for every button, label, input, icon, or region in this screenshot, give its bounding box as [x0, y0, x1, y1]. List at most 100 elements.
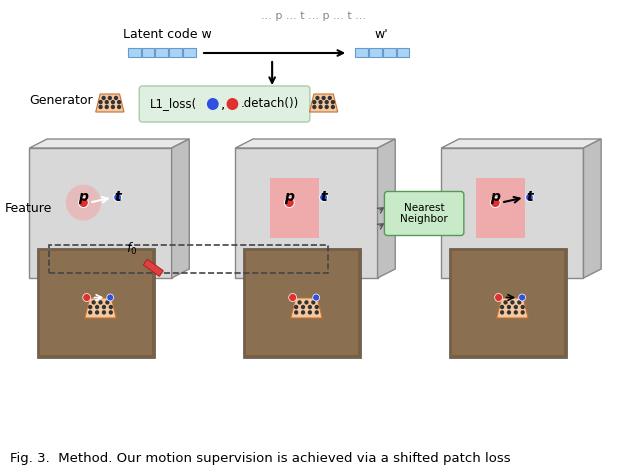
- Polygon shape: [236, 139, 396, 148]
- Circle shape: [99, 300, 102, 305]
- Circle shape: [507, 305, 511, 309]
- Text: w': w': [374, 28, 388, 42]
- Bar: [270, 177, 319, 237]
- FancyBboxPatch shape: [385, 192, 464, 236]
- Circle shape: [289, 294, 296, 301]
- Circle shape: [88, 305, 92, 309]
- Polygon shape: [29, 139, 189, 148]
- Circle shape: [207, 98, 219, 110]
- Circle shape: [298, 300, 301, 305]
- Circle shape: [301, 310, 305, 315]
- Circle shape: [520, 310, 525, 315]
- Circle shape: [99, 105, 103, 109]
- Circle shape: [301, 305, 305, 309]
- Circle shape: [500, 305, 504, 309]
- Circle shape: [520, 305, 525, 309]
- Bar: [183, 49, 196, 58]
- Bar: [397, 49, 410, 58]
- Circle shape: [525, 193, 533, 201]
- Text: Feature: Feature: [5, 201, 52, 214]
- Bar: [246, 251, 358, 355]
- Bar: [156, 49, 168, 58]
- Circle shape: [315, 305, 319, 309]
- Circle shape: [315, 310, 319, 315]
- Bar: [49, 245, 328, 273]
- Text: p: p: [284, 191, 294, 204]
- Circle shape: [304, 300, 308, 305]
- Text: L1_loss(: L1_loss(: [150, 97, 197, 111]
- Circle shape: [319, 193, 328, 201]
- Circle shape: [117, 100, 121, 105]
- Circle shape: [92, 300, 96, 305]
- Bar: [452, 251, 564, 355]
- Circle shape: [308, 305, 312, 309]
- Circle shape: [308, 310, 312, 315]
- Polygon shape: [442, 148, 584, 278]
- Polygon shape: [378, 139, 396, 278]
- Circle shape: [95, 305, 99, 309]
- Text: t: t: [526, 191, 532, 204]
- Circle shape: [316, 96, 319, 100]
- Polygon shape: [291, 298, 322, 318]
- Text: Fig. 3.  Method. Our motion supervision is achieved via a shifted patch loss: Fig. 3. Method. Our motion supervision i…: [10, 452, 511, 465]
- Circle shape: [114, 96, 118, 100]
- Text: ... p ... t ... p ... t ...: ... p ... t ... p ... t ...: [261, 11, 366, 21]
- Circle shape: [504, 300, 508, 305]
- Circle shape: [104, 105, 109, 109]
- Circle shape: [311, 300, 316, 305]
- Circle shape: [102, 310, 106, 315]
- Bar: [476, 177, 525, 237]
- Circle shape: [66, 184, 101, 220]
- Circle shape: [111, 105, 115, 109]
- Polygon shape: [96, 94, 124, 112]
- Circle shape: [518, 294, 525, 301]
- Text: p: p: [79, 191, 88, 204]
- Text: t: t: [115, 191, 121, 204]
- Circle shape: [331, 105, 335, 109]
- Bar: [369, 49, 382, 58]
- Circle shape: [490, 198, 500, 208]
- Polygon shape: [584, 139, 601, 278]
- Bar: [141, 49, 154, 58]
- Polygon shape: [497, 298, 528, 318]
- Bar: [383, 49, 396, 58]
- Circle shape: [324, 105, 329, 109]
- Polygon shape: [310, 94, 338, 112]
- Circle shape: [99, 100, 103, 105]
- Bar: [355, 49, 368, 58]
- Circle shape: [88, 310, 92, 315]
- Bar: [37, 248, 155, 358]
- Text: Generator: Generator: [29, 94, 93, 106]
- Circle shape: [514, 310, 518, 315]
- Bar: [143, 259, 163, 276]
- Circle shape: [285, 198, 294, 208]
- Bar: [40, 251, 152, 355]
- Text: Latent code w: Latent code w: [123, 28, 211, 42]
- Circle shape: [104, 100, 109, 105]
- Text: t: t: [320, 191, 327, 204]
- Circle shape: [328, 96, 332, 100]
- Circle shape: [321, 96, 326, 100]
- FancyBboxPatch shape: [140, 86, 310, 122]
- Circle shape: [318, 105, 323, 109]
- Text: .detach()): .detach()): [240, 97, 298, 111]
- Circle shape: [517, 300, 522, 305]
- Circle shape: [107, 294, 114, 301]
- Circle shape: [294, 310, 298, 315]
- Polygon shape: [29, 148, 172, 278]
- Circle shape: [105, 300, 109, 305]
- Polygon shape: [172, 139, 189, 278]
- Text: ,: ,: [221, 97, 225, 111]
- Circle shape: [294, 305, 298, 309]
- Bar: [169, 49, 182, 58]
- Circle shape: [83, 294, 91, 301]
- Circle shape: [514, 305, 518, 309]
- Circle shape: [102, 305, 106, 309]
- Circle shape: [111, 100, 115, 105]
- Circle shape: [102, 96, 106, 100]
- Text: p: p: [490, 191, 500, 204]
- Circle shape: [95, 310, 99, 315]
- Circle shape: [312, 100, 317, 105]
- Circle shape: [312, 105, 317, 109]
- Bar: [128, 49, 141, 58]
